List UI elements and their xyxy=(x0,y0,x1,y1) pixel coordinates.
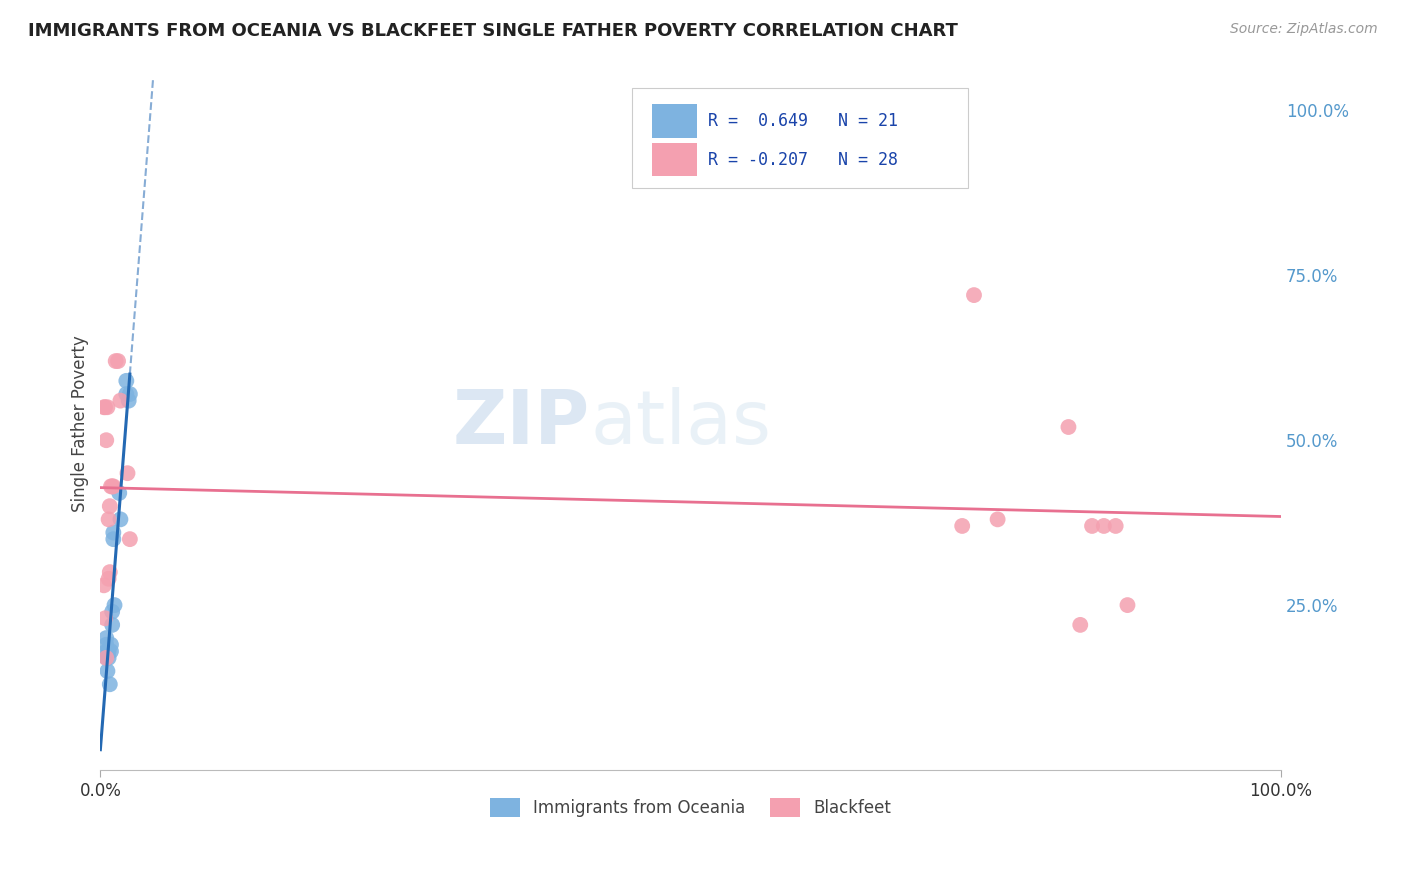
Point xyxy=(98,677,121,691)
Point xyxy=(963,288,986,302)
Text: IMMIGRANTS FROM OCEANIA VS BLACKFEET SINGLE FATHER POVERTY CORRELATION CHART: IMMIGRANTS FROM OCEANIA VS BLACKFEET SIN… xyxy=(28,22,957,40)
Y-axis label: Single Father Poverty: Single Father Poverty xyxy=(72,335,89,512)
Point xyxy=(96,434,118,448)
Point xyxy=(103,525,125,540)
Point xyxy=(1105,519,1128,533)
FancyBboxPatch shape xyxy=(652,104,696,137)
Point xyxy=(97,644,120,658)
Point xyxy=(117,466,139,480)
Point xyxy=(115,387,138,401)
Point xyxy=(93,578,115,592)
Point xyxy=(1116,598,1139,612)
Point xyxy=(101,605,124,619)
Point xyxy=(110,393,132,408)
Point xyxy=(987,512,1010,526)
Text: R =  0.649   N = 21: R = 0.649 N = 21 xyxy=(709,112,898,130)
Point xyxy=(103,532,125,546)
FancyBboxPatch shape xyxy=(631,87,969,188)
Point xyxy=(97,572,120,586)
Point xyxy=(96,651,118,665)
Text: ZIP: ZIP xyxy=(453,387,591,460)
Text: atlas: atlas xyxy=(591,387,772,460)
Point xyxy=(118,532,141,546)
Point xyxy=(100,479,122,493)
Point xyxy=(115,374,138,388)
Text: R = -0.207   N = 28: R = -0.207 N = 28 xyxy=(709,151,898,169)
Point xyxy=(1081,519,1104,533)
Point xyxy=(96,401,118,415)
Point xyxy=(98,499,121,513)
Point xyxy=(94,611,117,625)
Point xyxy=(96,664,118,678)
Point xyxy=(94,401,117,415)
Point xyxy=(93,401,115,415)
Point xyxy=(950,519,973,533)
Legend: Immigrants from Oceania, Blackfeet: Immigrants from Oceania, Blackfeet xyxy=(484,791,898,824)
Point xyxy=(107,354,129,368)
Point xyxy=(101,618,124,632)
FancyBboxPatch shape xyxy=(652,144,696,177)
Point xyxy=(103,598,125,612)
Point xyxy=(96,644,118,658)
Point xyxy=(1092,519,1115,533)
Point xyxy=(96,638,118,652)
Point xyxy=(118,393,141,408)
Point xyxy=(101,479,124,493)
Text: Source: ZipAtlas.com: Source: ZipAtlas.com xyxy=(1230,22,1378,37)
Point xyxy=(96,631,118,645)
Point xyxy=(96,651,118,665)
Point xyxy=(98,565,121,579)
Point xyxy=(103,479,125,493)
Point xyxy=(1069,618,1091,632)
Point xyxy=(104,354,127,368)
Point xyxy=(118,387,141,401)
Point xyxy=(97,651,120,665)
Point xyxy=(110,512,132,526)
Point xyxy=(108,486,131,500)
Point xyxy=(100,644,122,658)
Point xyxy=(100,638,122,652)
Point xyxy=(1057,420,1080,434)
Point xyxy=(97,512,120,526)
